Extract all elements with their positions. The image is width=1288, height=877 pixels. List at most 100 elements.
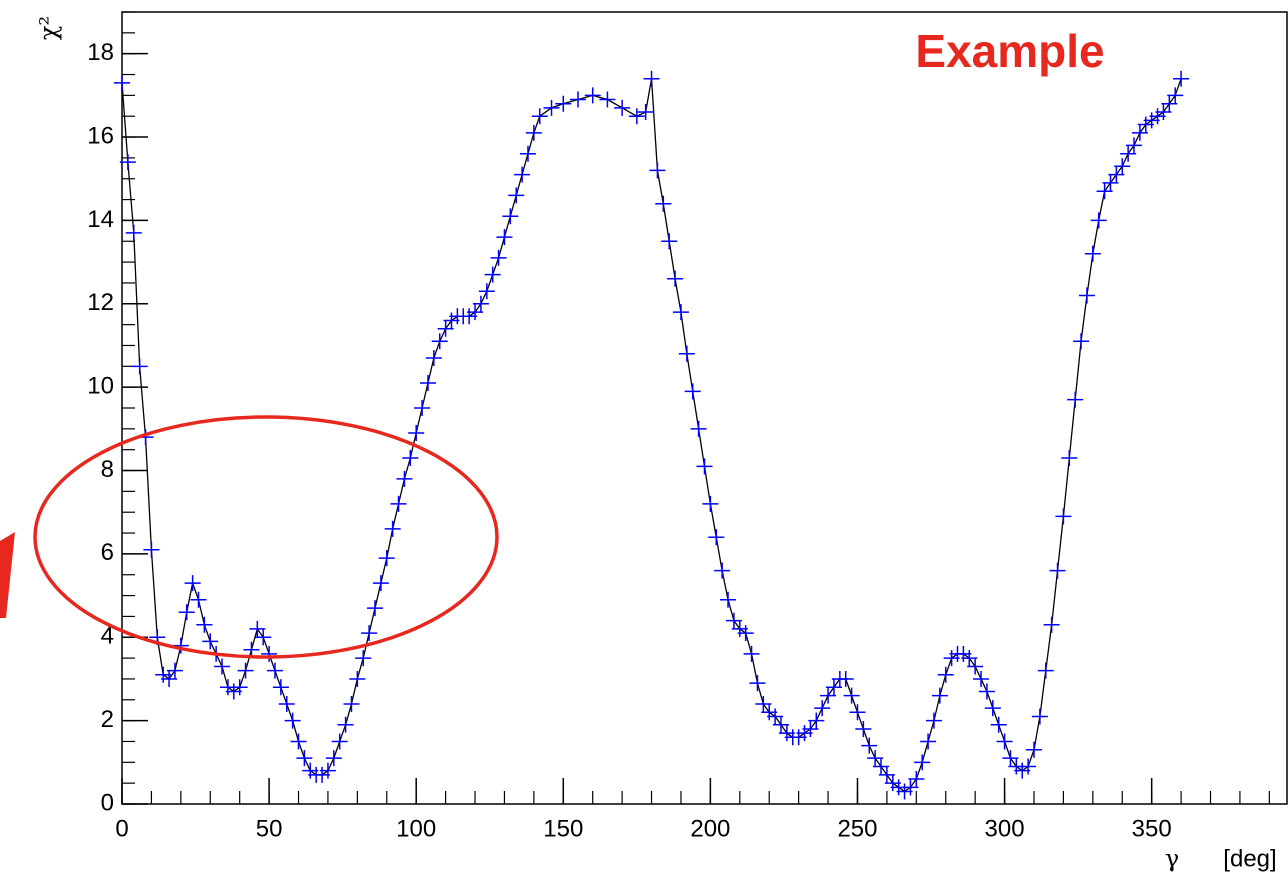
data-marker xyxy=(367,600,384,617)
highlight-ellipse xyxy=(33,415,499,659)
data-marker xyxy=(190,591,207,608)
y-axis-title: χ² xyxy=(35,16,63,40)
data-marker xyxy=(502,208,519,225)
data-marker xyxy=(378,550,395,567)
x-tick-label: 100 xyxy=(396,815,436,842)
data-marker xyxy=(514,166,531,183)
data-marker xyxy=(937,666,954,683)
data-marker xyxy=(672,304,689,321)
data-marker xyxy=(390,495,407,512)
data-marker xyxy=(161,670,178,687)
data-marker xyxy=(714,562,731,579)
data-marker xyxy=(990,716,1007,733)
data-marker xyxy=(343,695,360,712)
data-marker xyxy=(678,345,695,362)
data-marker xyxy=(908,770,925,787)
data-marker xyxy=(1078,287,1095,304)
y-tick-label: 4 xyxy=(101,623,114,650)
x-tick-label: 200 xyxy=(690,815,730,842)
data-marker xyxy=(978,683,995,700)
data-marker xyxy=(584,87,601,104)
data-marker xyxy=(1002,750,1019,767)
data-marker xyxy=(478,283,495,300)
data-marker xyxy=(467,304,484,321)
data-marker xyxy=(337,716,354,733)
x-axis-unit: [deg] xyxy=(1223,845,1276,872)
data-marker xyxy=(1126,137,1143,154)
data-marker xyxy=(820,687,837,704)
data-marker xyxy=(755,695,772,712)
data-marker xyxy=(261,645,278,662)
data-marker xyxy=(772,716,789,733)
data-marker xyxy=(767,708,784,725)
data-marker xyxy=(525,124,542,141)
y-tick-label: 18 xyxy=(87,39,114,66)
data-marker xyxy=(643,70,660,87)
data-marker xyxy=(637,104,654,121)
data-marker xyxy=(1173,70,1190,87)
x-tick-label: 50 xyxy=(256,815,283,842)
data-marker xyxy=(372,575,389,592)
data-marker xyxy=(661,233,678,250)
data-marker xyxy=(249,620,266,637)
data-marker xyxy=(402,450,419,467)
data-marker xyxy=(355,650,372,667)
data-marker xyxy=(143,541,160,558)
y-tick-label: 0 xyxy=(101,789,114,816)
data-marker xyxy=(825,679,842,696)
data-marker xyxy=(737,625,754,642)
data-marker xyxy=(914,754,931,771)
data-marker xyxy=(196,616,213,633)
data-marker xyxy=(1114,158,1131,175)
data-marker xyxy=(119,154,136,171)
x-tick-label: 350 xyxy=(1132,815,1172,842)
data-marker xyxy=(114,74,130,91)
y-tick-label: 16 xyxy=(87,122,114,149)
data-marker xyxy=(855,720,872,737)
data-marker xyxy=(331,733,348,750)
data-marker xyxy=(1025,741,1042,758)
data-marker xyxy=(861,737,878,754)
data-marker xyxy=(878,766,895,783)
data-marker xyxy=(237,662,254,679)
data-marker xyxy=(1031,708,1048,725)
data-marker xyxy=(431,333,448,350)
y-tick-label: 6 xyxy=(101,539,114,566)
data-marker xyxy=(290,733,307,750)
data-marker xyxy=(925,712,942,729)
y-tick-label: 8 xyxy=(101,456,114,483)
x-axis-title: γ xyxy=(1165,845,1179,873)
data-marker xyxy=(349,670,366,687)
data-marker xyxy=(496,229,513,246)
data-marker xyxy=(484,266,501,283)
data-marker xyxy=(384,520,401,537)
data-marker xyxy=(920,733,937,750)
data-marker xyxy=(166,662,183,679)
data-marker xyxy=(1167,87,1184,104)
data-marker xyxy=(702,495,719,512)
data-marker xyxy=(628,108,645,125)
y-tick-label: 10 xyxy=(87,373,114,400)
data-marker xyxy=(867,750,884,767)
data-marker xyxy=(231,679,248,696)
data-marker xyxy=(814,700,831,717)
data-marker xyxy=(1067,391,1084,408)
data-marker xyxy=(1096,183,1113,200)
data-marker xyxy=(531,108,548,125)
plot-frame xyxy=(121,11,1288,805)
data-marker xyxy=(555,95,572,112)
annotation-shape xyxy=(0,532,15,618)
data-marker xyxy=(543,99,560,116)
data-marker xyxy=(902,779,919,796)
data-marker xyxy=(649,162,666,179)
annotation: Example xyxy=(915,25,1104,77)
data-marker xyxy=(984,700,1001,717)
data-marker xyxy=(725,612,742,629)
data-marker xyxy=(1090,212,1107,229)
data-marker xyxy=(178,604,195,621)
data-marker xyxy=(1120,145,1137,162)
data-marker xyxy=(569,91,586,108)
y-tick-label: 12 xyxy=(87,289,114,316)
data-marker xyxy=(437,320,454,337)
